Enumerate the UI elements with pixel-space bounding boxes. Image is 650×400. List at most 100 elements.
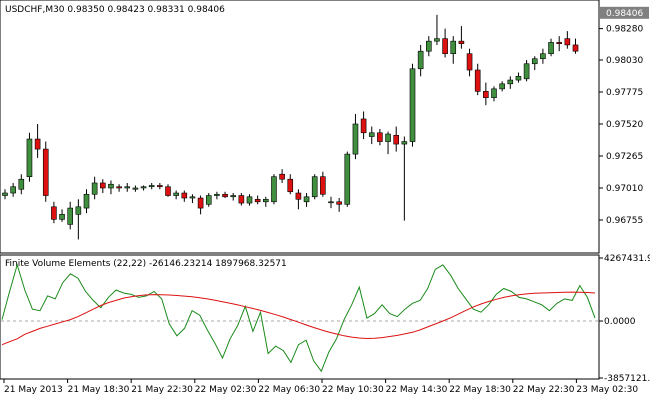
- candle: [450, 36, 457, 64]
- candle: [157, 182, 163, 190]
- candle-body: [336, 201, 342, 205]
- candle: [515, 72, 522, 83]
- candle: [352, 113, 359, 160]
- candle-body: [450, 40, 457, 55]
- candle: [303, 193, 310, 207]
- price-pane-frame: [0, 0, 600, 254]
- candle-body: [2, 192, 8, 196]
- candle-body: [205, 195, 212, 205]
- candle: [271, 174, 277, 205]
- time-tick-label: 22 May 14:30: [386, 385, 448, 395]
- candle: [116, 184, 122, 192]
- candle-body: [83, 193, 90, 209]
- candle: [466, 48, 473, 77]
- candle: [434, 14, 440, 45]
- candle-body: [124, 186, 131, 189]
- candle-body: [42, 148, 49, 196]
- candle-body: [385, 133, 391, 142]
- time-tick-label: 21 May 18:30: [68, 385, 130, 395]
- candle: [42, 141, 49, 202]
- candle: [540, 48, 546, 64]
- candle: [254, 195, 261, 205]
- candle-body: [246, 196, 253, 204]
- indicator-axis: 4267431.93 0.0000 -3857121.24: [599, 254, 650, 384]
- candle-body: [360, 118, 367, 134]
- candle-body: [401, 141, 408, 145]
- indicator-pane-frame: [0, 254, 600, 380]
- candle-body: [417, 50, 424, 70]
- candle: [572, 38, 579, 54]
- candle: [246, 194, 253, 206]
- candle: [83, 189, 90, 214]
- candle-body: [320, 176, 326, 195]
- candle: [10, 182, 16, 197]
- candle-body: [303, 196, 310, 203]
- indicator-tick-label: 4267431.93: [604, 254, 650, 264]
- candle-body: [51, 206, 57, 220]
- candle-body: [108, 183, 114, 189]
- price-tick-label: 0.97520: [606, 120, 643, 130]
- candle-body: [491, 88, 497, 98]
- candle: [165, 184, 171, 197]
- candle-body: [311, 176, 318, 198]
- candle: [442, 28, 448, 58]
- candle-body: [238, 195, 245, 204]
- candle: [222, 191, 228, 199]
- candle: [393, 126, 400, 152]
- price-tick-label: 0.97775: [606, 88, 643, 98]
- candle: [108, 180, 114, 195]
- current-price-marker: [600, 6, 649, 19]
- candle: [2, 189, 8, 200]
- candle: [140, 185, 147, 191]
- candle-body: [434, 38, 440, 42]
- price-tick-label: 0.96755: [606, 216, 643, 226]
- candle: [181, 190, 188, 202]
- candle-body: [556, 42, 563, 44]
- candle: [287, 174, 294, 195]
- candle-body: [499, 83, 505, 90]
- indicator-series: [1, 263, 599, 373]
- time-tick-label: 22 May 22:30: [513, 385, 575, 395]
- candle-body: [214, 193, 220, 196]
- candle: [385, 131, 391, 155]
- candle-body: [189, 196, 196, 199]
- candle: [34, 123, 41, 158]
- candle: [75, 199, 82, 240]
- candle: [328, 196, 334, 209]
- candle-body: [67, 207, 73, 225]
- candle: [483, 82, 489, 106]
- candle-body: [344, 153, 351, 205]
- candle-body: [572, 44, 579, 52]
- indicator-tick-label: -3857121.24: [604, 374, 650, 384]
- candle: [377, 129, 383, 146]
- candle-body: [26, 138, 33, 178]
- candle-body: [409, 68, 416, 142]
- candle-body: [59, 214, 65, 220]
- candle: [401, 136, 408, 221]
- candle-body: [540, 53, 546, 60]
- candle-body: [271, 176, 277, 203]
- time-tick-label: 23 May 02:30: [576, 385, 638, 395]
- candle: [67, 201, 73, 230]
- candle-body: [352, 123, 359, 155]
- candle: [491, 86, 497, 102]
- indicator-tick-label: 0.0000: [604, 317, 636, 327]
- candle: [344, 151, 351, 207]
- candle: [51, 201, 57, 224]
- time-axis: 21 May 2013 21 May 18:30 21 May 22:30 22 Ma…: [3, 379, 638, 395]
- price-tick-label: 0.97010: [606, 184, 643, 194]
- candle-body: [262, 198, 269, 203]
- candle: [523, 59, 530, 82]
- candle-body: [132, 187, 139, 190]
- candle: [336, 198, 342, 212]
- price-axis: 0.98280 0.98030 0.97775 0.97520 0.97265 0.970…: [599, 6, 649, 226]
- candle: [26, 132, 33, 182]
- time-tick-label: 21 May 22:30: [131, 385, 193, 395]
- price-tick-label: 0.98030: [606, 56, 643, 66]
- candle: [148, 182, 155, 190]
- candle-body: [181, 192, 188, 199]
- candle-body: [442, 38, 448, 55]
- candle: [360, 111, 367, 140]
- candle: [564, 31, 571, 49]
